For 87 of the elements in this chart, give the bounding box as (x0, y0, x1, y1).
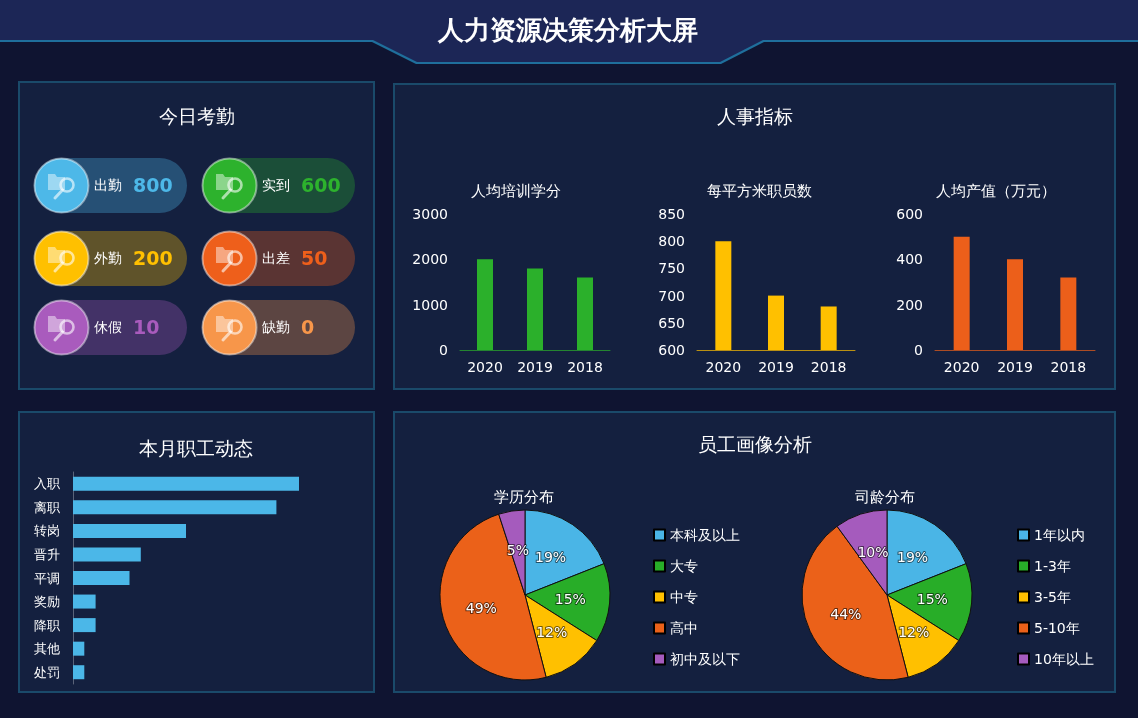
category-label: 休假 (94, 318, 122, 337)
y-tick-label: 0 (914, 342, 923, 358)
bar (73, 641, 85, 656)
y-tick-label: 降职 (34, 617, 60, 633)
data-label: 12% (536, 623, 568, 640)
pill-card: 出勤 800 (34, 158, 187, 213)
x-tick-label: 2019 (758, 359, 794, 375)
chart-title: 每平方米职员数 (706, 181, 812, 200)
legend-label: 大专 (670, 558, 698, 574)
legend-label: 初中及以下 (670, 651, 740, 667)
pill-card: 休假 10 (34, 300, 187, 355)
y-tick-label: 平调 (34, 570, 60, 586)
y-tick-label: 入职 (34, 476, 60, 492)
chart-title: 本月职工动态 (139, 436, 253, 459)
text: 今日考勤 (158, 104, 235, 127)
category-label: 出勤 (94, 176, 122, 195)
y-tick-label: 处罚 (34, 664, 60, 680)
y-tick-label: 3000 (412, 206, 448, 222)
legend-label: 1-3年 (1034, 558, 1071, 574)
legend-label: 3-5年 (1034, 589, 1071, 605)
bar (73, 476, 299, 491)
pill-card: 外勤 200 (34, 231, 187, 286)
chart-title: 司龄分布 (855, 487, 915, 506)
y-tick-label: 其他 (34, 641, 60, 657)
chart-title: 人均培训学分 (471, 181, 561, 200)
bar (73, 594, 96, 609)
legend-label: 本科及以上 (670, 527, 740, 543)
data-label: 49% (465, 599, 497, 616)
bar (73, 500, 277, 515)
y-tick-label: 转岗 (34, 523, 60, 539)
y-tick-label: 2000 (412, 251, 448, 268)
data-label: 15% (916, 591, 948, 608)
x-tick-label: 2020 (467, 359, 503, 375)
category-label: 缺勤 (262, 318, 290, 337)
y-tick-label: 650 (658, 314, 685, 331)
data-label: 0 (301, 315, 315, 340)
data-label: 800 (133, 173, 173, 198)
legend-label: 1年以内 (1034, 527, 1085, 543)
y-tick-label: 400 (896, 251, 923, 268)
legend-label: 中专 (670, 589, 698, 605)
bar (73, 571, 130, 585)
y-tick-label: 600 (896, 206, 923, 222)
bar (73, 618, 96, 633)
bar (73, 523, 186, 538)
y-tick-label: 离职 (34, 499, 60, 515)
data-label: 19% (897, 549, 929, 566)
bar (73, 547, 141, 562)
x-tick-label: 2019 (517, 359, 553, 375)
data-label: 50 (301, 246, 328, 271)
chart-title: 学历分布 (494, 487, 554, 506)
legend-label: 高中 (670, 620, 698, 636)
x-tick-label: 2020 (943, 359, 980, 375)
category-label: 出差 (262, 249, 290, 268)
pill-card: 出差 50 (202, 231, 355, 286)
y-tick-label: 750 (658, 260, 685, 277)
x-tick-label: 2020 (705, 359, 742, 375)
bar (73, 665, 85, 680)
data-label: 44% (830, 606, 862, 623)
data-label: 200 (133, 246, 173, 271)
x-tick-label: 2019 (997, 359, 1033, 375)
y-tick-label: 700 (658, 287, 685, 304)
text: 人事指标 (717, 104, 793, 127)
text: 员工画像分析 (698, 432, 812, 455)
legend-label: 5-10年 (1034, 620, 1080, 636)
data-label: 600 (301, 173, 341, 198)
y-tick-label: 晋升 (34, 546, 60, 562)
data-label: 10 (133, 315, 160, 340)
pill-card: 实到 600 (202, 158, 355, 213)
text: 人力资源决策分析大屏 (438, 14, 698, 45)
category-label: 实到 (262, 176, 290, 195)
legend-label: 10年以上 (1034, 651, 1094, 667)
y-tick-label: 850 (658, 206, 685, 222)
x-tick-label: 2018 (810, 359, 847, 375)
y-tick-label: 奖励 (34, 594, 60, 610)
category-label: 外勤 (94, 249, 122, 268)
y-tick-label: 600 (658, 342, 685, 358)
data-label: 19% (535, 549, 567, 566)
x-tick-label: 2018 (567, 359, 603, 375)
chart-title: 人均产值（万元） (936, 181, 1056, 200)
y-tick-label: 800 (658, 233, 685, 250)
x-tick-label: 2018 (1050, 359, 1087, 375)
data-label: 15% (554, 591, 586, 608)
y-tick-label: 0 (439, 342, 448, 358)
y-tick-label: 1000 (412, 296, 448, 313)
y-tick-label: 200 (896, 296, 923, 313)
data-label: 12% (898, 623, 930, 640)
pill-card: 缺勤 0 (202, 300, 355, 355)
